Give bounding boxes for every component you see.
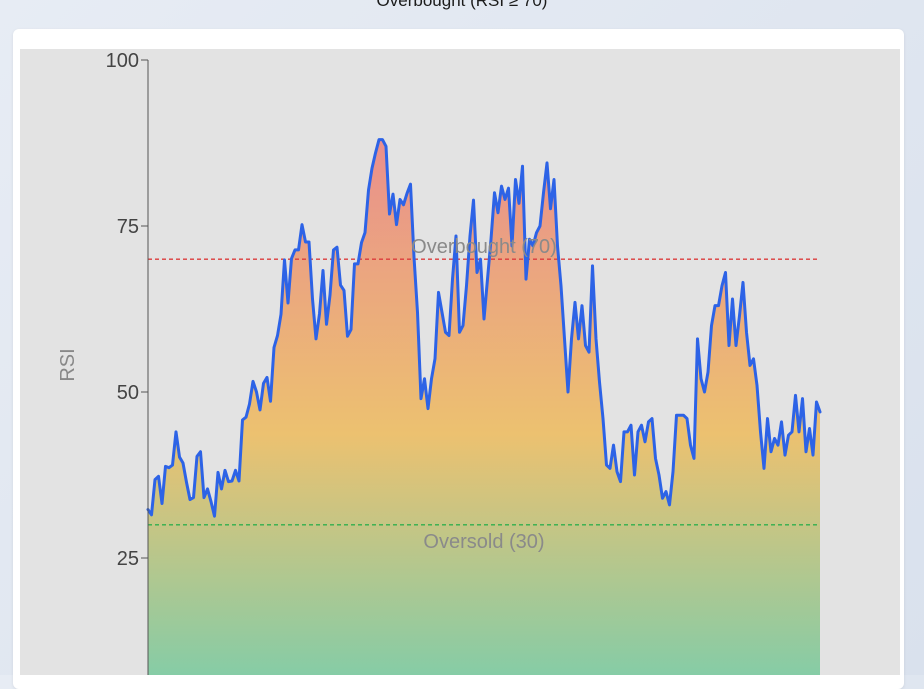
y-tick-label: 50 — [117, 382, 139, 404]
y-axis-label: RSI — [57, 348, 79, 381]
chart-title: Overbought (RSI ≥ 70) — [376, 0, 548, 10]
oversold-label: Oversold (30) — [423, 531, 544, 553]
y-tick-label: 25 — [117, 548, 139, 570]
rsi-area-fill — [148, 139, 820, 675]
rsi-chart: 25 50 75 100 RSI Overbought (70) Oversold (30… — [20, 49, 900, 675]
overbought-label: Overbought (70) — [411, 236, 557, 258]
y-tick-label: 100 — [106, 50, 139, 72]
y-tick-label: 75 — [117, 216, 139, 238]
rsi-series-line — [146, 138, 822, 518]
